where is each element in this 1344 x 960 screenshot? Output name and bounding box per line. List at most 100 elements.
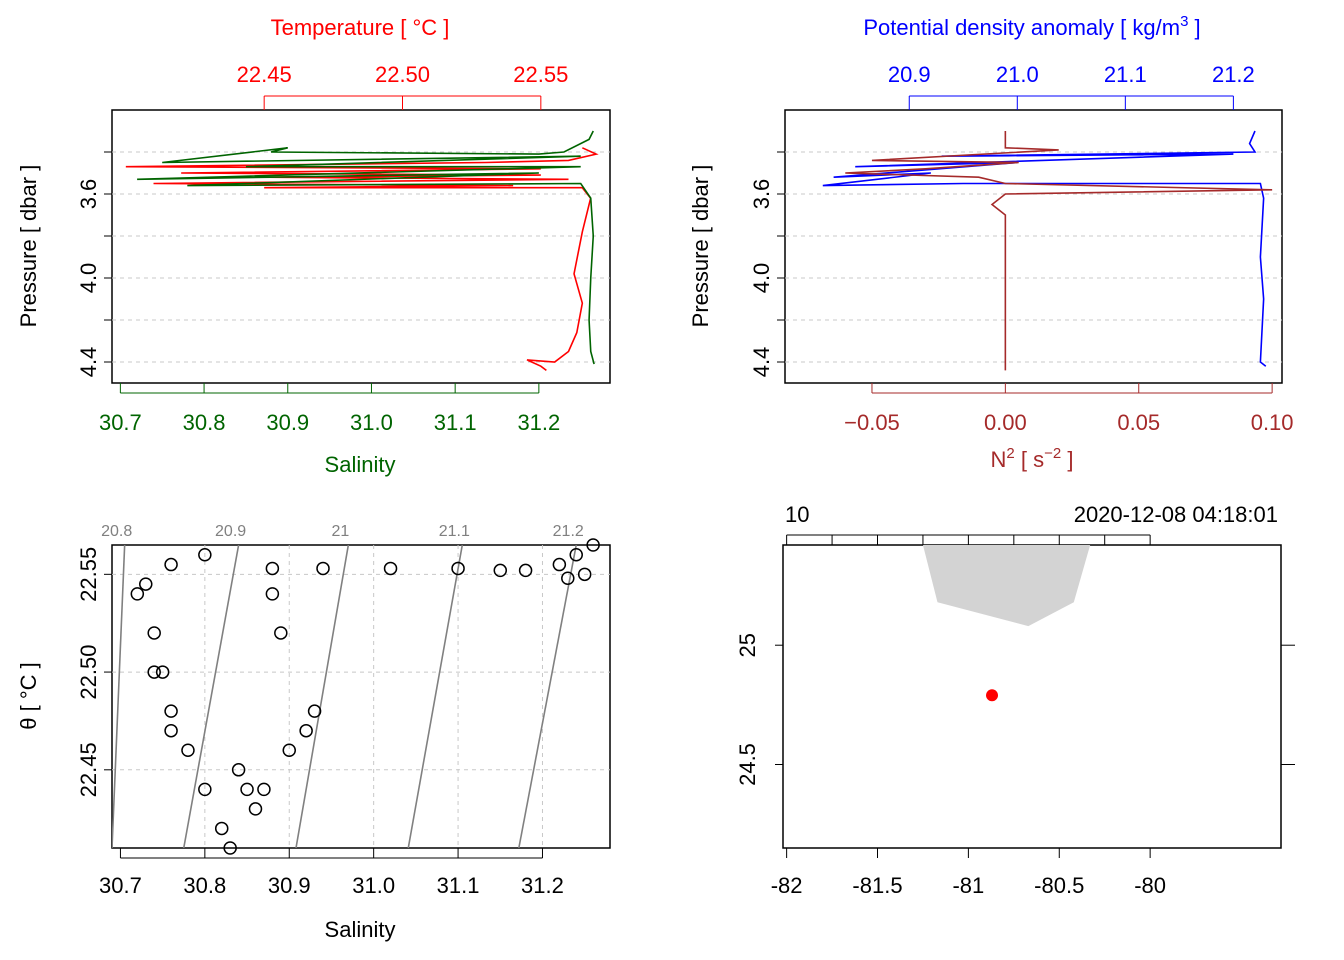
ts-point (139, 577, 153, 591)
latitude-tick-label: 25 (735, 633, 760, 657)
ts-point (561, 571, 575, 585)
ts-point (586, 538, 600, 552)
theta-axis-title: θ [ °C ] (16, 662, 41, 729)
timestamp-label: 2020-12-08 04:18:01 (1074, 502, 1278, 527)
plot-frame (111, 544, 611, 849)
salinity-tick-label: 31.1 (434, 410, 477, 435)
salinity-tick-label: 30.7 (99, 873, 142, 898)
salinity-tick-label: 30.9 (266, 410, 309, 435)
station-marker (986, 689, 999, 702)
ts-point (577, 567, 592, 582)
n2-axis-title: N2 [ s−2 ] (991, 445, 1074, 472)
ts-point (383, 561, 398, 576)
temperature-axis-title: Temperature [ °C ] (271, 15, 450, 40)
salinity-tick-label: 31.0 (352, 873, 395, 898)
ts-point (198, 782, 212, 797)
theta-tick-label: 22.55 (76, 547, 101, 602)
latitude-tick-label: 24.5 (735, 743, 760, 786)
theta-tick-label: 22.50 (76, 645, 101, 700)
ts-point (493, 563, 508, 578)
ts-point (164, 557, 178, 572)
ts-point (451, 561, 465, 576)
pressure-tick-label: 3.6 (76, 179, 101, 210)
ts-point (257, 782, 271, 797)
density-tick-label: 21.0 (996, 62, 1039, 87)
ts-point (147, 626, 161, 640)
density-contour (182, 545, 240, 848)
ts-point (518, 563, 533, 578)
density-contour (112, 545, 126, 848)
ts-point (265, 587, 280, 601)
longitude-tick-label: -80 (1134, 873, 1166, 898)
ts-point (265, 561, 280, 576)
density-contour (518, 545, 578, 848)
ts-point (274, 626, 288, 640)
n2-profile-line (845, 131, 1273, 371)
salinity-tick-label: 31.2 (521, 873, 564, 898)
density-contour (295, 545, 350, 848)
ts-point (198, 548, 212, 562)
density-tick-label: 21.2 (1212, 62, 1255, 87)
salinity-profile-line (137, 130, 595, 365)
salinity-tick-label: 31.1 (437, 873, 480, 898)
ts-point (214, 821, 229, 836)
density-contour-label: 21.2 (553, 523, 584, 540)
temperature-tick-label: 22.55 (513, 62, 568, 87)
plot-frame (111, 109, 611, 384)
ts-point (248, 802, 263, 816)
longitude-tick-label: -80.5 (1034, 873, 1084, 898)
n2-tick-label: 0.05 (1117, 410, 1160, 435)
density-profile-line (822, 130, 1267, 367)
temperature-tick-label: 22.45 (237, 62, 292, 87)
longitude-tick-label: -81.5 (852, 873, 902, 898)
salinity-tick-label: 31.2 (517, 410, 560, 435)
ts-point (552, 557, 567, 572)
pressure-tick-label: 4.0 (749, 263, 774, 294)
ts-profile-panel: Temperature [ °C ] Salinity Pressure [ d… (16, 15, 611, 477)
longitude-tick-label: -81 (952, 873, 984, 898)
n2-tick-label: −0.05 (844, 410, 900, 435)
salinity-tick-label: 30.8 (183, 410, 226, 435)
ts-point (240, 782, 254, 797)
salinity-tick-label: 30.8 (183, 873, 226, 898)
density-tick-label: 21.1 (1104, 62, 1147, 87)
ts-point (164, 723, 178, 738)
density-tick-label: 20.9 (888, 62, 931, 87)
density-axis-title: Potential density anomaly [ kg/m3 ] (863, 13, 1200, 40)
n2-tick-label: 0.00 (984, 410, 1027, 435)
salinity-axis-title: Salinity (325, 917, 396, 942)
pressure-axis-title: Pressure [ dbar ] (688, 165, 713, 328)
ts-point (223, 841, 237, 855)
temperature-tick-label: 22.50 (375, 62, 430, 87)
pressure-tick-label: 4.4 (76, 347, 101, 378)
ts-point (130, 587, 145, 601)
theta-tick-label: 22.45 (76, 742, 101, 797)
ts-point (155, 665, 170, 679)
density-contour (407, 545, 464, 848)
pressure-axis-title: Pressure [ dbar ] (16, 165, 41, 328)
density-profile-panel: Potential density anomaly [ kg/m3 ] N2 [… (688, 13, 1294, 472)
salinity-tick-label: 30.9 (268, 873, 311, 898)
density-contour-label: 21.1 (439, 523, 470, 540)
pressure-tick-label: 3.6 (749, 179, 774, 210)
ts-point (147, 665, 161, 679)
plot-frame (784, 109, 1283, 384)
ts-point (181, 743, 195, 758)
coastline-land (922, 545, 1091, 627)
ts-point (282, 743, 297, 758)
ts-point (231, 763, 246, 777)
temperature-profile-line (125, 147, 599, 372)
salinity-tick-label: 30.7 (99, 410, 142, 435)
ts-point (164, 704, 178, 718)
longitude-tick-label: -82 (771, 873, 803, 898)
pressure-tick-label: 4.4 (749, 347, 774, 378)
n2-tick-label: 0.10 (1251, 410, 1294, 435)
salinity-tick-label: 31.0 (350, 410, 393, 435)
ts-point (307, 704, 322, 718)
station-number-label: 10 (785, 502, 809, 527)
density-contour-label: 20.9 (215, 523, 246, 540)
ts-point (299, 723, 313, 738)
ts-diagram-panel: Salinity θ [ °C ] 20.8 20.9 21 21.1 21.2 30.7… (16, 523, 611, 942)
density-contour-label: 20.8 (101, 523, 132, 540)
